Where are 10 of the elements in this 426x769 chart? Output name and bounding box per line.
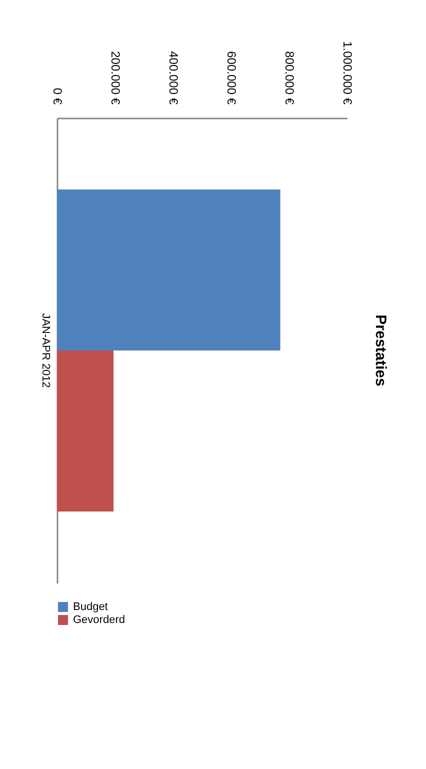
x-tick-label: 1.000.000 € [340,41,354,105]
x-tick-label: 800.000 € [282,51,296,105]
x-tick-label: 600.000 € [224,51,238,105]
text: Prestaties [372,314,389,386]
legend-label: Gevorderd [73,614,125,626]
legend-label: Budget [73,601,108,613]
x-tick-label: 0 € [50,88,64,105]
y-tick-label: JAN-APR 2012 [40,313,52,388]
x-tick-label: 400.000 € [166,51,180,105]
x-tick-label: 200.000 € [108,51,122,105]
